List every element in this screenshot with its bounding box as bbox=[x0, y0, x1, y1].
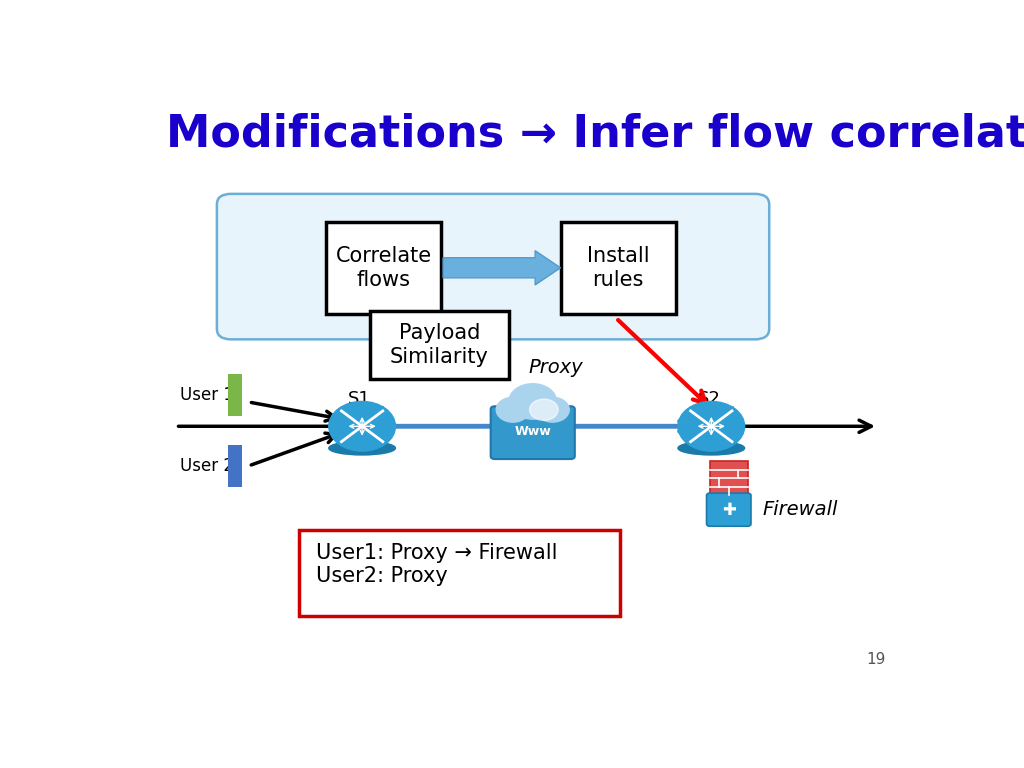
Text: Install
rules: Install rules bbox=[587, 247, 649, 290]
Text: User1: Proxy → Firewall
User2: Proxy: User1: Proxy → Firewall User2: Proxy bbox=[316, 543, 558, 586]
Text: Payload
Similarity: Payload Similarity bbox=[390, 323, 488, 366]
Bar bbox=[715, 406, 734, 454]
Circle shape bbox=[529, 399, 558, 420]
Circle shape bbox=[497, 397, 529, 422]
FancyBboxPatch shape bbox=[490, 406, 574, 459]
Bar bbox=[691, 406, 712, 454]
Text: ✚: ✚ bbox=[722, 501, 735, 518]
Bar bbox=[370, 311, 509, 379]
Text: User 2: User 2 bbox=[179, 457, 233, 475]
Bar bbox=[515, 406, 536, 454]
Circle shape bbox=[509, 384, 557, 419]
Text: Modifications → Infer flow correlations: Modifications → Infer flow correlations bbox=[166, 113, 1024, 156]
Bar bbox=[364, 406, 384, 454]
Bar bbox=[327, 222, 441, 314]
Text: User 1: User 1 bbox=[179, 386, 233, 404]
Circle shape bbox=[678, 402, 744, 451]
FancyBboxPatch shape bbox=[217, 194, 769, 339]
Text: S2: S2 bbox=[697, 389, 720, 408]
Ellipse shape bbox=[329, 442, 395, 455]
Text: Www: Www bbox=[514, 425, 551, 438]
Circle shape bbox=[329, 402, 395, 451]
Bar bbox=[341, 406, 360, 454]
Text: S1: S1 bbox=[348, 389, 371, 408]
Text: 19: 19 bbox=[866, 652, 886, 667]
Bar bbox=[539, 406, 558, 454]
Text: Correlate
flows: Correlate flows bbox=[336, 247, 432, 290]
Text: Firewall: Firewall bbox=[763, 499, 839, 518]
Circle shape bbox=[536, 397, 569, 422]
Bar bbox=[228, 374, 243, 416]
Bar bbox=[560, 222, 676, 314]
Ellipse shape bbox=[678, 442, 744, 455]
Bar bbox=[299, 530, 621, 615]
FancyArrow shape bbox=[443, 250, 560, 285]
Bar bbox=[710, 461, 748, 495]
Bar bbox=[228, 445, 243, 487]
Text: Proxy: Proxy bbox=[528, 358, 584, 376]
FancyBboxPatch shape bbox=[707, 493, 751, 526]
